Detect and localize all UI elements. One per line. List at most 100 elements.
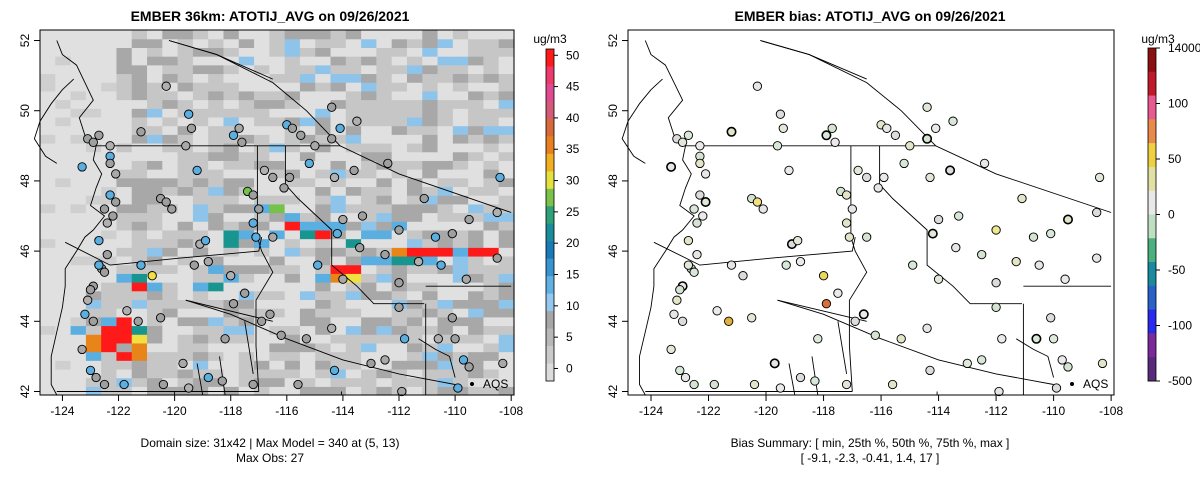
heatmap-cell xyxy=(483,351,500,361)
heatmap-cell xyxy=(131,360,148,370)
left-station-point xyxy=(99,267,110,277)
heatmap-cell xyxy=(376,386,393,396)
heatmap-cell xyxy=(40,56,56,66)
heatmap-cell xyxy=(452,282,469,292)
heatmap-cell xyxy=(40,377,56,387)
heatmap-cell xyxy=(330,203,347,214)
heatmap-cell xyxy=(238,221,255,231)
heatmap-cell xyxy=(315,203,332,214)
right-colorbar-segment xyxy=(1148,190,1156,215)
heatmap-cell xyxy=(208,125,225,135)
left-station-point xyxy=(268,172,278,183)
right-bias-point xyxy=(772,141,783,151)
heatmap-cell xyxy=(162,56,179,66)
heatmap-cell xyxy=(223,282,240,292)
heatmap-cell xyxy=(254,212,270,222)
left-colorbar-label: 20 xyxy=(566,236,580,250)
heatmap-cell xyxy=(70,308,87,318)
left-colorbar-label: 40 xyxy=(566,111,580,125)
heatmap-cell xyxy=(269,308,286,318)
heatmap-cell xyxy=(40,47,56,57)
heatmap-cell xyxy=(177,151,194,161)
heatmap-cell xyxy=(330,325,347,335)
right-bias-point xyxy=(927,228,938,239)
heatmap-cell xyxy=(116,195,133,205)
heatmap-cell xyxy=(468,56,485,66)
heatmap-cell xyxy=(269,368,286,379)
heatmap-cell xyxy=(330,368,347,379)
heatmap-cell xyxy=(315,221,332,231)
left-station-point xyxy=(357,211,368,221)
heatmap-cell xyxy=(238,229,255,240)
heatmap-cell xyxy=(498,282,515,292)
heatmap-cell xyxy=(422,342,439,353)
right-province-border xyxy=(760,40,867,80)
heatmap-cell xyxy=(70,360,87,370)
heatmap-cell xyxy=(116,334,133,344)
heatmap-cell xyxy=(238,169,255,179)
left-station-point xyxy=(234,123,244,133)
heatmap-cell xyxy=(177,177,194,188)
heatmap-cell xyxy=(391,134,408,144)
left-y-tick-label: 50 xyxy=(18,104,32,118)
heatmap-cell xyxy=(101,82,118,92)
heatmap-cell xyxy=(147,47,163,57)
heatmap-cell xyxy=(315,264,332,274)
heatmap-cell xyxy=(177,282,194,292)
heatmap-cell xyxy=(437,203,454,214)
heatmap-cell xyxy=(131,108,148,118)
heatmap-cell xyxy=(345,368,362,379)
heatmap-cell xyxy=(498,238,515,248)
heatmap-cell xyxy=(284,177,301,188)
heatmap-cell xyxy=(299,56,316,66)
heatmap-cell xyxy=(116,125,133,135)
heatmap-cell xyxy=(238,377,255,387)
heatmap-cell xyxy=(238,56,255,66)
heatmap-cell xyxy=(254,125,270,135)
heatmap-cell xyxy=(70,334,87,344)
heatmap-cell xyxy=(192,255,209,266)
heatmap-cell xyxy=(422,64,439,75)
heatmap-cell xyxy=(330,360,347,370)
left-station-point xyxy=(88,316,98,326)
heatmap-cell xyxy=(437,368,454,379)
heatmap-cell xyxy=(284,360,301,370)
left-station-point xyxy=(161,197,171,207)
heatmap-cell xyxy=(437,142,454,153)
heatmap-cell xyxy=(269,125,286,135)
heatmap-cell xyxy=(452,264,469,274)
right-bias-point xyxy=(948,116,958,126)
left-colorbar-label: 10 xyxy=(566,299,580,313)
left-state-line xyxy=(219,356,226,396)
left-station-point xyxy=(276,330,286,340)
heatmap-cell xyxy=(468,108,485,118)
heatmap-cell xyxy=(391,342,408,353)
heatmap-cell xyxy=(345,221,362,231)
heatmap-cell xyxy=(406,203,423,214)
heatmap-cell xyxy=(254,290,270,300)
heatmap-cell xyxy=(177,325,194,335)
heatmap-cell xyxy=(55,264,72,274)
heatmap-cell xyxy=(162,264,179,274)
heatmap-cell xyxy=(192,316,209,327)
heatmap-cell xyxy=(498,169,515,179)
heatmap-cell xyxy=(55,134,72,144)
heatmap-cell xyxy=(361,368,377,379)
heatmap-cell xyxy=(361,108,377,118)
heatmap-cell xyxy=(406,142,423,153)
heatmap-cell xyxy=(330,386,347,396)
heatmap-cell xyxy=(284,108,301,118)
heatmap-cell xyxy=(299,116,316,127)
heatmap-cell xyxy=(70,238,87,248)
heatmap-cell xyxy=(376,203,393,214)
left-station-point xyxy=(251,232,261,242)
heatmap-cell xyxy=(391,273,408,283)
left-station-point xyxy=(338,274,348,284)
heatmap-cell xyxy=(177,160,194,170)
heatmap-cell xyxy=(85,73,102,83)
right-x-tick-label: -112 xyxy=(985,404,1008,418)
heatmap-cell xyxy=(376,90,393,101)
heatmap-cell xyxy=(345,142,362,153)
heatmap-cell xyxy=(452,334,469,344)
heatmap-cell xyxy=(315,360,332,370)
